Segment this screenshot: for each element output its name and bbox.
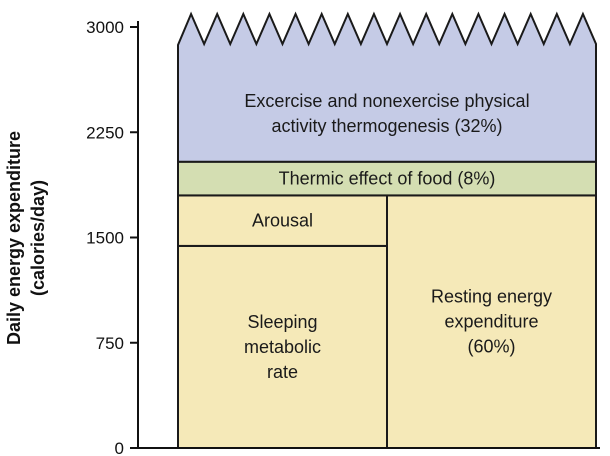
segment-activity-label-1: Excercise and nonexercise physical bbox=[244, 91, 529, 111]
segment-arousal-label-1: Arousal bbox=[252, 211, 313, 231]
segment-resting-label-2: expenditure bbox=[444, 312, 538, 332]
segment-sleeping-label-2: metabolic bbox=[244, 337, 321, 357]
y-tick-label-2250: 2250 bbox=[86, 123, 124, 142]
y-tick-label-3000: 3000 bbox=[86, 18, 124, 37]
y-axis-title-line-1: Daily energy expenditure bbox=[4, 131, 24, 345]
segment-sleeping bbox=[177, 244, 388, 449]
segment-sleeping-label-1: Sleeping bbox=[247, 312, 317, 332]
segment-activity bbox=[177, 11, 597, 163]
segment-arousal bbox=[177, 194, 388, 247]
segment-sleeping-label-3: rate bbox=[267, 362, 298, 382]
y-tick-label-1500: 1500 bbox=[86, 229, 124, 248]
y-tick-label-0: 0 bbox=[115, 439, 124, 456]
segment-resting-label-3: (60%) bbox=[467, 337, 515, 357]
y-axis-title: Daily energy expenditure (calories/day) bbox=[4, 131, 48, 345]
segment-activity-label-2: activity thermogenesis (32%) bbox=[271, 116, 502, 136]
stacked-bar: Sleeping metabolic rate Arousal Resting ener… bbox=[177, 11, 597, 449]
y-tick-label-750: 750 bbox=[96, 334, 124, 353]
y-axis-title-line-2: (calories/day) bbox=[28, 180, 48, 296]
segment-thermic bbox=[177, 160, 597, 197]
segment-thermic-label-1: Thermic effect of food (8%) bbox=[279, 169, 496, 189]
segment-resting-label-1: Resting energy bbox=[431, 287, 552, 307]
y-axis: 0 750 1500 2250 3000 bbox=[86, 18, 600, 456]
